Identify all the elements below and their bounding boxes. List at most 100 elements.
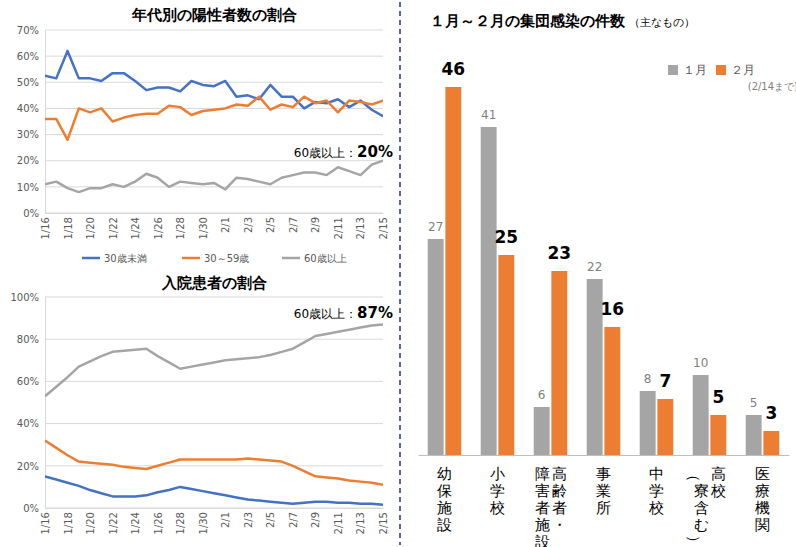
data-label: 10 (693, 356, 708, 370)
plot-lines (45, 324, 383, 504)
line-chart: 年代別の陽性者数の割合0%10%20%30%40%50%60%70%1/161/… (17, 6, 393, 264)
label-char: ） (685, 535, 703, 547)
grid-line (45, 508, 383, 509)
y-tick: 80% (17, 334, 45, 345)
x-tick: 1/22 (108, 508, 119, 534)
y-tick: 60% (17, 376, 45, 387)
y-tick: 20% (17, 155, 45, 166)
series-line (45, 440, 383, 484)
label-char: 害 (535, 482, 550, 500)
series-line (45, 324, 383, 396)
x-tick: 1/24 (130, 213, 141, 239)
legend-label: １月 (683, 63, 707, 77)
y-tick-label: 40% (17, 103, 39, 114)
annotation-part: 60歳以上： (294, 307, 357, 321)
y-axis: 0%10%20%30%40%50%60%70% (17, 25, 46, 219)
x-tick: 2/1 (220, 213, 231, 233)
y-tick-label: 60% (17, 376, 39, 387)
x-tick: 2/9 (310, 213, 321, 233)
x-tick-label: 1/28 (175, 512, 186, 534)
legend-swatch (82, 257, 100, 260)
x-tick: 2/3 (243, 508, 254, 528)
legend-label: ２月 (731, 63, 755, 77)
y-tick-label: 40% (17, 418, 39, 429)
x-tick-label: 1/16 (40, 512, 51, 534)
category-labels: 幼保施設小学校高齢者・障害者施設事業所中学校高校（寮含む）医療機関 (437, 465, 770, 547)
x-tick-label: 2/15 (378, 217, 389, 239)
annotation: 60歳以上：87% (294, 304, 393, 322)
x-tick: 1/20 (85, 508, 96, 534)
y-tick: 40% (17, 103, 45, 114)
data-label: 5 (750, 396, 758, 410)
x-tick: 2/15 (378, 213, 389, 239)
x-tick-label: 中学校 (648, 465, 664, 517)
y-tick: 50% (17, 77, 45, 88)
grid-line (45, 82, 383, 83)
bar (746, 415, 762, 455)
y-tick: 20% (17, 461, 45, 472)
x-tick-label: 2/1 (220, 217, 231, 233)
x-tick: 2/1 (220, 508, 231, 528)
x-tick-label: 1/30 (198, 512, 209, 534)
label-char: 校 (710, 482, 726, 500)
legend-swatch (282, 257, 300, 260)
x-tick-label: 2/15 (378, 512, 389, 534)
data-label: 41 (481, 108, 496, 122)
label-char: 所 (596, 499, 611, 517)
grid-line (45, 160, 383, 161)
grid (45, 297, 383, 508)
y-tick: 30% (17, 129, 45, 140)
x-tick-label: 1/24 (130, 512, 141, 534)
legend-label: 60歳以上 (304, 253, 347, 264)
bar (551, 271, 567, 455)
bar (710, 415, 726, 455)
title-text: １月～２月の集団感染の件数 (430, 12, 626, 30)
x-tick-label: 1/22 (108, 217, 119, 239)
subtitle-text: （主なもの） (629, 16, 695, 29)
label-char: 医 (755, 465, 770, 483)
x-tick-label: 2/3 (243, 217, 254, 233)
x-tick-label: 高齢者・障害者施設 (535, 465, 567, 547)
x-tick: 2/7 (288, 213, 299, 233)
label-char: 学 (649, 482, 664, 500)
y-axis: 0%20%40%60%80%100% (10, 292, 45, 514)
data-label: 16 (600, 299, 624, 319)
label-char: 校 (648, 499, 664, 517)
chart-title: １月～２月の集団感染の件数（主なもの） (430, 12, 695, 30)
label-char: 幼 (437, 465, 452, 483)
x-tick: 1/30 (198, 508, 209, 534)
bar (657, 399, 673, 455)
x-tick: 1/24 (130, 508, 141, 534)
x-tick-label: 2/7 (288, 512, 299, 528)
x-tick: 1/18 (63, 508, 74, 534)
legend-swatch (668, 65, 678, 75)
grid-line (45, 339, 383, 340)
label-char: （ (685, 467, 703, 482)
annotation-part: 87% (357, 304, 393, 322)
bar (445, 87, 461, 455)
bar (640, 391, 656, 455)
x-tick-label: 1/18 (63, 217, 74, 239)
x-tick-label: 2/13 (355, 217, 366, 239)
x-tick: 1/18 (63, 213, 74, 239)
x-tick: 1/30 (198, 213, 209, 239)
x-tick-label: 1/26 (153, 217, 164, 239)
x-axis (419, 455, 790, 456)
grid-line (45, 465, 383, 466)
bar (481, 127, 497, 455)
x-axis-line (46, 213, 384, 214)
x-tick: 2/3 (243, 213, 254, 233)
x-tick-label: 事業所 (596, 465, 611, 517)
y-tick-label: 0% (23, 503, 39, 514)
label-char: 療 (755, 482, 770, 500)
label-char: 寮 (694, 482, 709, 500)
label-char: 者 (552, 499, 567, 517)
x-axis: 1/161/181/201/221/241/261/281/302/12/32/… (40, 508, 389, 534)
label-char: ・ (552, 516, 567, 534)
label-char: 高 (711, 465, 726, 483)
x-tick: 1/28 (175, 213, 186, 239)
chart-canvas: 年代別の陽性者数の割合0%10%20%30%40%50%60%70%1/161/… (0, 0, 796, 547)
y-tick-label: 70% (17, 25, 39, 36)
x-tick: 1/28 (175, 508, 186, 534)
x-tick: 2/7 (288, 508, 299, 528)
